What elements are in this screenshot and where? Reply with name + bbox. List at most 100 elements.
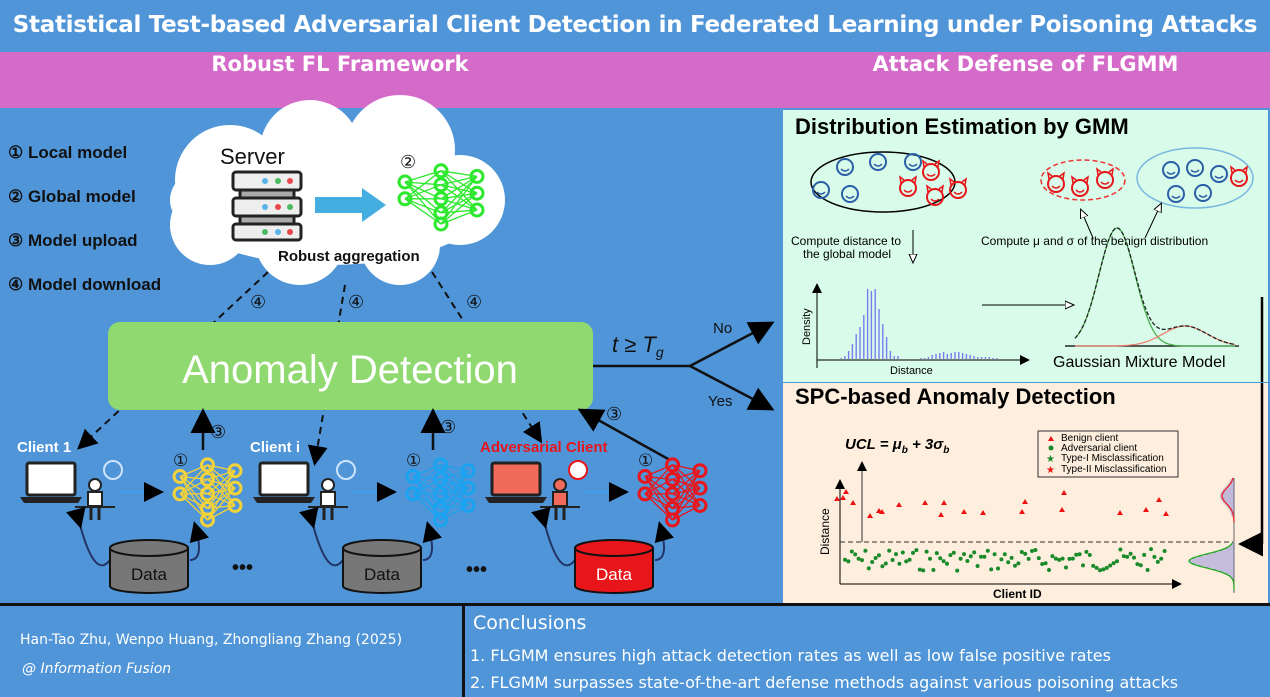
devil-icon <box>1070 175 1090 197</box>
adversarial-client-point <box>1050 554 1055 559</box>
compute-distance-label-1: Compute distance to <box>791 234 901 248</box>
adversarial-client-point <box>975 564 980 569</box>
adversarial-client-point <box>1108 563 1113 568</box>
devil-icon <box>948 177 968 199</box>
adversarial-client-point <box>887 548 892 553</box>
adversarial-client-point <box>1077 552 1082 557</box>
benign-client-point <box>867 513 873 518</box>
local-model-network-icon <box>405 457 476 528</box>
adversarial-client-point <box>900 550 905 555</box>
legend-item-local-model: ① Local model <box>8 143 128 162</box>
conclusion-1: 1. FLGMM ensures high attack detection r… <box>470 646 1111 665</box>
benign-client-point <box>840 495 846 500</box>
adversarial-client-point <box>1023 551 1028 556</box>
adversarial-client-point <box>917 567 922 572</box>
local-model-network-icon <box>172 457 243 528</box>
adversarial-client-point <box>863 548 868 553</box>
adversarial-client-point <box>982 554 987 559</box>
adversarial-client-point <box>948 553 953 558</box>
smiley-icon <box>904 153 922 171</box>
distance-histogram <box>840 289 998 359</box>
aggregation-arrow-icon <box>315 188 386 222</box>
smiley-icon <box>1186 159 1204 177</box>
devil-icon <box>1046 171 1066 193</box>
upload-marker-1: ③ <box>210 422 226 442</box>
yes-branch-arrow <box>689 364 775 411</box>
spc-control-chart: UCL = μb + 3σb Distance Client ID Benign… <box>818 383 1264 601</box>
download-marker-1: ④ <box>250 292 266 312</box>
legend-item-global-model: ② Global model <box>8 187 136 206</box>
adversarial-client-point <box>985 548 990 553</box>
poster-title: Statistical Test-based Adversarial Clien… <box>0 0 1270 50</box>
step-legend: ① Local model ② Global model ③ Model upl… <box>8 140 161 316</box>
adversarial-client-point <box>1060 556 1065 561</box>
gmm-panel-title: Distribution Estimation by GMM <box>795 114 1129 139</box>
smiley-icon <box>841 185 859 203</box>
data-label: Data <box>596 565 632 584</box>
adversarial-client-point <box>883 561 888 566</box>
adversarial-client-point <box>1070 556 1075 561</box>
adversarial-client-point <box>1104 565 1109 570</box>
svg-text:★: ★ <box>1046 454 1055 465</box>
client-label: Adversarial Client <box>480 439 608 456</box>
yes-label: Yes <box>708 393 732 410</box>
conclusion-2: 2. FLGMM surpasses state-of-the-art defe… <box>470 673 1179 692</box>
adversarial-client-point <box>907 557 912 562</box>
adversarial-client-point <box>1064 565 1068 570</box>
adversarial-client-point <box>914 548 919 553</box>
adversarial-client-point <box>1081 563 1085 568</box>
benign-client-point <box>941 500 947 505</box>
adversarial-client-point <box>1026 556 1031 561</box>
adversarial-client-point <box>1145 568 1150 573</box>
adversarial-client-point <box>1152 554 1157 559</box>
histogram-ylabel: Density <box>801 308 813 345</box>
adversarial-client-point <box>996 566 1000 571</box>
adversarial-client-point <box>890 557 895 562</box>
adversarial-client-point <box>958 556 963 561</box>
benign-client-point <box>1059 507 1065 512</box>
smiley-icon <box>1210 165 1228 183</box>
adversarial-client-point <box>1115 559 1119 564</box>
laptop-icon <box>258 461 310 497</box>
benign-client-point <box>961 509 967 514</box>
smiley-icon <box>812 181 830 199</box>
adversarial-client-point <box>1132 555 1136 560</box>
conclusions-title: Conclusions <box>473 612 587 634</box>
adversarial-client-point <box>1084 549 1089 554</box>
adversarial-client-point <box>877 553 881 558</box>
no-branch-arrow <box>689 321 775 368</box>
adversarial-client-point <box>924 549 929 554</box>
adversarial-client-point <box>1149 547 1153 552</box>
adversarial-client-point <box>1006 560 1011 565</box>
upload-marker-3: ③ <box>606 404 622 424</box>
adversarial-client-point <box>866 566 871 571</box>
adversarial-client-point <box>968 554 973 559</box>
benign-client-point <box>1156 497 1162 502</box>
threshold-condition: t ≥ Tg <box>612 332 664 360</box>
adversarial-client-point <box>1047 568 1051 573</box>
adversarial-cluster-ellipse <box>1040 159 1126 201</box>
benign-client-point <box>938 512 944 517</box>
adversarial-client-point <box>1162 548 1167 553</box>
adversarial-client-point <box>945 561 949 566</box>
spc-panel-title: SPC-based Anomaly Detection <box>795 384 1116 409</box>
data-cylinder-icon <box>109 539 189 594</box>
robust-aggregation-label: Robust aggregation <box>278 248 420 265</box>
client-label: Client 1 <box>17 439 71 456</box>
download-marker-2: ④ <box>348 292 364 312</box>
adversarial-client-point <box>1036 556 1041 561</box>
gmm-panel: Distribution Estimation by GMM Compute d… <box>783 110 1268 382</box>
upload-arrow-adversarial <box>577 408 671 462</box>
adversarial-client-point <box>921 568 926 573</box>
legend-benign-client: Benign client <box>1061 433 1118 444</box>
spc-legend: Benign client Adversarial client ★ Type-I… <box>1037 430 1179 478</box>
data-label: Data <box>131 565 167 584</box>
adversarial-client-point <box>989 567 994 572</box>
benign-client-point <box>1061 490 1067 495</box>
adversarial-client-point <box>1030 548 1034 553</box>
benign-client-point <box>1143 507 1149 512</box>
benign-client-point <box>980 510 986 515</box>
client-1: Client 1 ① Data <box>17 439 243 594</box>
adversarial-client-point <box>1094 565 1099 570</box>
adversarial-client-point <box>972 550 977 555</box>
